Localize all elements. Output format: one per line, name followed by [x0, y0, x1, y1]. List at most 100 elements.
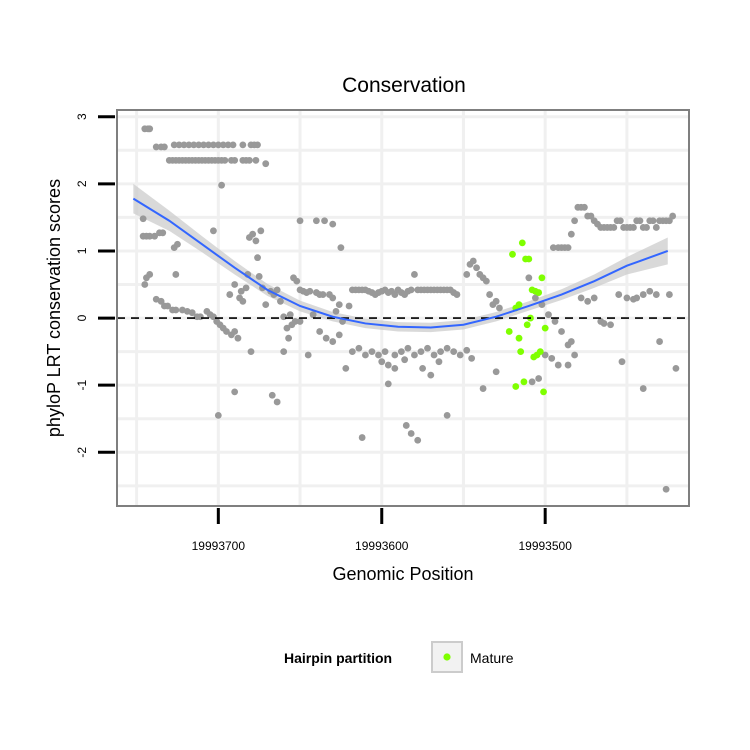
plot-border — [116, 109, 690, 507]
other-point — [332, 307, 340, 315]
other-point — [195, 141, 203, 149]
mature-point — [515, 334, 523, 342]
other-point — [151, 232, 158, 240]
other-point — [231, 156, 239, 164]
other-point — [224, 141, 232, 149]
other-point — [252, 156, 260, 164]
other-point — [656, 338, 663, 345]
other-point — [492, 297, 500, 305]
other-point — [242, 284, 250, 292]
other-point — [554, 361, 562, 369]
other-point — [273, 286, 281, 294]
y-tick-label: -2 — [75, 447, 89, 458]
other-point — [646, 287, 654, 295]
other-point — [411, 271, 418, 278]
other-point — [590, 294, 598, 302]
other-point — [618, 358, 626, 366]
chart-title: Conservation — [342, 74, 466, 97]
other-point — [249, 230, 257, 238]
x-tick-label: 19993600 — [355, 539, 409, 553]
other-point — [293, 277, 301, 285]
other-point — [669, 212, 677, 220]
other-point — [424, 344, 431, 352]
other-point — [286, 311, 294, 319]
mature-point — [517, 348, 525, 356]
other-point — [567, 230, 575, 238]
other-point — [329, 294, 337, 302]
other-point — [316, 328, 324, 335]
mature-point — [541, 324, 549, 332]
other-point — [229, 141, 237, 149]
other-point — [210, 141, 217, 149]
other-point — [482, 277, 490, 285]
other-point — [551, 318, 559, 325]
other-point — [571, 351, 578, 359]
other-point — [175, 141, 183, 149]
other-point — [362, 351, 369, 359]
other-point — [226, 291, 234, 298]
mature-point — [520, 378, 528, 386]
legend-key-mature-dot — [443, 653, 451, 661]
other-point — [196, 313, 204, 321]
mature-point — [540, 388, 547, 396]
y-tick-label: 3 — [75, 113, 89, 120]
other-point — [255, 273, 263, 280]
other-point — [639, 385, 647, 392]
other-point — [545, 311, 552, 319]
x-tick-label: 19993500 — [518, 539, 572, 553]
other-point — [607, 321, 614, 329]
other-point — [141, 281, 149, 288]
other-point — [381, 348, 389, 356]
other-point — [535, 375, 543, 382]
other-point — [391, 351, 399, 359]
other-point — [159, 229, 167, 237]
other-point — [245, 156, 253, 164]
other-point — [234, 334, 242, 342]
other-point — [463, 346, 471, 354]
other-point — [180, 141, 188, 149]
other-point — [581, 203, 588, 211]
other-point — [430, 351, 438, 359]
other-point — [558, 328, 565, 335]
mature-point — [512, 383, 520, 390]
other-point — [172, 306, 180, 314]
other-point — [649, 217, 657, 225]
other-point — [639, 291, 647, 298]
other-point — [219, 141, 227, 149]
other-point — [435, 358, 443, 366]
other-point — [312, 217, 320, 225]
other-point — [411, 351, 418, 359]
other-point — [164, 302, 172, 310]
x-axis-title: Genomic Position — [332, 564, 473, 584]
other-point — [571, 217, 578, 225]
other-point — [630, 224, 637, 231]
other-point — [221, 156, 229, 164]
other-point — [309, 311, 317, 319]
other-point — [174, 240, 181, 248]
other-point — [283, 324, 291, 332]
other-point — [600, 320, 608, 327]
other-point — [200, 141, 208, 149]
other-point — [384, 380, 392, 388]
other-point — [479, 385, 487, 392]
other-point — [633, 294, 641, 302]
other-point — [456, 351, 464, 359]
legend-title: Hairpin partition — [284, 650, 392, 666]
other-point — [288, 321, 296, 329]
other-point — [190, 141, 198, 149]
mature-point — [518, 239, 526, 247]
mature-point — [535, 289, 543, 296]
other-point — [329, 220, 337, 228]
other-point — [254, 254, 261, 262]
other-point — [492, 368, 500, 376]
mature-point — [538, 274, 546, 282]
other-point — [319, 291, 327, 298]
y-tick-label: 2 — [75, 180, 89, 187]
other-point — [172, 271, 180, 278]
other-point — [152, 143, 160, 151]
other-point — [252, 237, 260, 245]
other-point — [273, 398, 281, 406]
x-tick-label: 19993700 — [192, 539, 246, 553]
other-point — [443, 411, 451, 419]
